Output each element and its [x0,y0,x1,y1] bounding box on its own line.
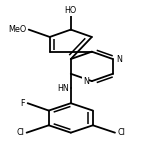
Text: HN: HN [57,84,69,93]
Text: N: N [83,77,89,86]
Text: N: N [116,55,122,64]
Text: Cl: Cl [117,128,125,137]
Text: Cl: Cl [17,128,24,137]
Text: HO: HO [65,6,77,15]
Text: MeO: MeO [8,25,27,34]
Text: F: F [20,99,24,108]
